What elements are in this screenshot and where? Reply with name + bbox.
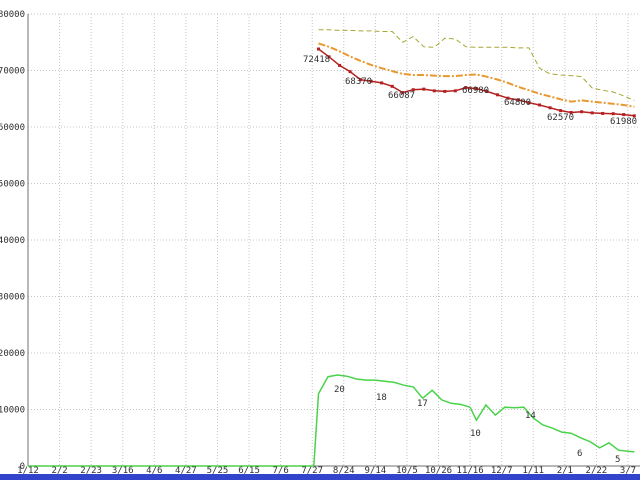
- x-tick-label: 9/14: [365, 466, 387, 476]
- point-label: 10: [470, 429, 481, 439]
- point-label: 5: [615, 455, 620, 465]
- marker-avg-price-line: [359, 78, 363, 82]
- marker-avg-price-line: [422, 87, 426, 91]
- y-tick-label: 70000: [0, 67, 25, 77]
- footer-bar: [0, 474, 640, 480]
- marker-avg-price-line: [317, 47, 321, 51]
- series-item-count-line: [28, 374, 635, 467]
- marker-avg-price-line: [632, 114, 636, 118]
- x-tick-label: 7/6: [272, 466, 288, 476]
- marker-avg-price-line: [527, 101, 531, 105]
- series-high-price-line: [318, 29, 635, 101]
- marker-avg-price-line: [548, 106, 552, 110]
- point-label: 61980: [610, 117, 637, 127]
- x-tick-label: 3/16: [112, 466, 134, 476]
- point-label: 64800: [504, 98, 531, 108]
- x-tick-label: 6/15: [238, 466, 260, 476]
- marker-avg-price-line: [622, 113, 626, 117]
- point-label: 72418: [303, 55, 330, 65]
- marker-avg-price-line: [569, 110, 573, 114]
- marker-avg-price-line: [453, 89, 457, 93]
- y-tick-label: 60000: [0, 123, 25, 133]
- x-tick-label: 1/12: [17, 466, 39, 476]
- y-tick-label: 10000: [0, 406, 25, 416]
- marker-avg-price-line: [559, 109, 563, 113]
- x-tick-label: 4/6: [146, 466, 162, 476]
- marker-avg-price-line: [443, 89, 447, 93]
- marker-avg-price-line: [601, 111, 605, 115]
- x-tick-label: 4/27: [175, 466, 197, 476]
- y-tick-label: 0: [20, 462, 25, 472]
- point-label: 68370: [345, 77, 372, 87]
- marker-avg-price-line: [411, 88, 415, 92]
- x-tick-label: 2/2: [51, 466, 67, 476]
- marker-avg-price-line: [432, 89, 436, 93]
- point-label: 18: [376, 393, 387, 403]
- marker-avg-price-line: [380, 81, 384, 85]
- marker-avg-price-line: [516, 98, 520, 102]
- marker-avg-price-line: [474, 87, 478, 91]
- series-mid-price-line: [318, 42, 635, 108]
- x-tick-label: 10/26: [425, 466, 452, 476]
- x-tick-label: 11/16: [457, 466, 484, 476]
- x-tick-label: 2/1: [557, 466, 573, 476]
- point-label: 66980: [462, 86, 489, 96]
- x-tick-label: 7/27: [301, 466, 323, 476]
- y-tick-label: 50000: [0, 180, 25, 190]
- x-tick-label: 2/22: [586, 466, 608, 476]
- point-label: 62570: [547, 113, 574, 123]
- point-label: 17: [417, 399, 428, 409]
- marker-avg-price-line: [390, 84, 394, 88]
- y-tick-label: 30000: [0, 293, 25, 303]
- x-tick-label: 3/7: [620, 466, 636, 476]
- marker-avg-price-line: [338, 63, 342, 67]
- x-tick-label: 2/23: [80, 466, 102, 476]
- y-tick-label: 80000: [0, 10, 25, 20]
- point-label: 20: [334, 385, 345, 395]
- marker-avg-price-line: [401, 91, 405, 95]
- point-label: 66087: [388, 91, 415, 101]
- x-tick-label: 12/7: [491, 466, 513, 476]
- x-tick-label: 5/25: [207, 466, 229, 476]
- marker-avg-price-line: [348, 70, 352, 74]
- x-tick-label: 1/11: [522, 466, 544, 476]
- marker-avg-price-line: [611, 112, 615, 116]
- point-label: 14: [525, 411, 536, 421]
- marker-avg-price-line: [590, 111, 594, 115]
- x-tick-label: 10/5: [396, 466, 418, 476]
- marker-avg-price-line: [538, 103, 542, 107]
- x-tick-label: 8/24: [333, 466, 355, 476]
- marker-avg-price-line: [506, 96, 510, 100]
- marker-avg-price-line: [495, 93, 499, 97]
- marker-avg-price-line: [485, 89, 489, 93]
- marker-avg-price-line: [327, 55, 331, 59]
- point-label: 6: [577, 449, 582, 459]
- marker-avg-price-line: [369, 79, 373, 83]
- marker-avg-price-line: [464, 86, 468, 90]
- marker-avg-price-line: [580, 110, 584, 114]
- y-tick-label: 20000: [0, 349, 25, 359]
- y-tick-label: 40000: [0, 236, 25, 246]
